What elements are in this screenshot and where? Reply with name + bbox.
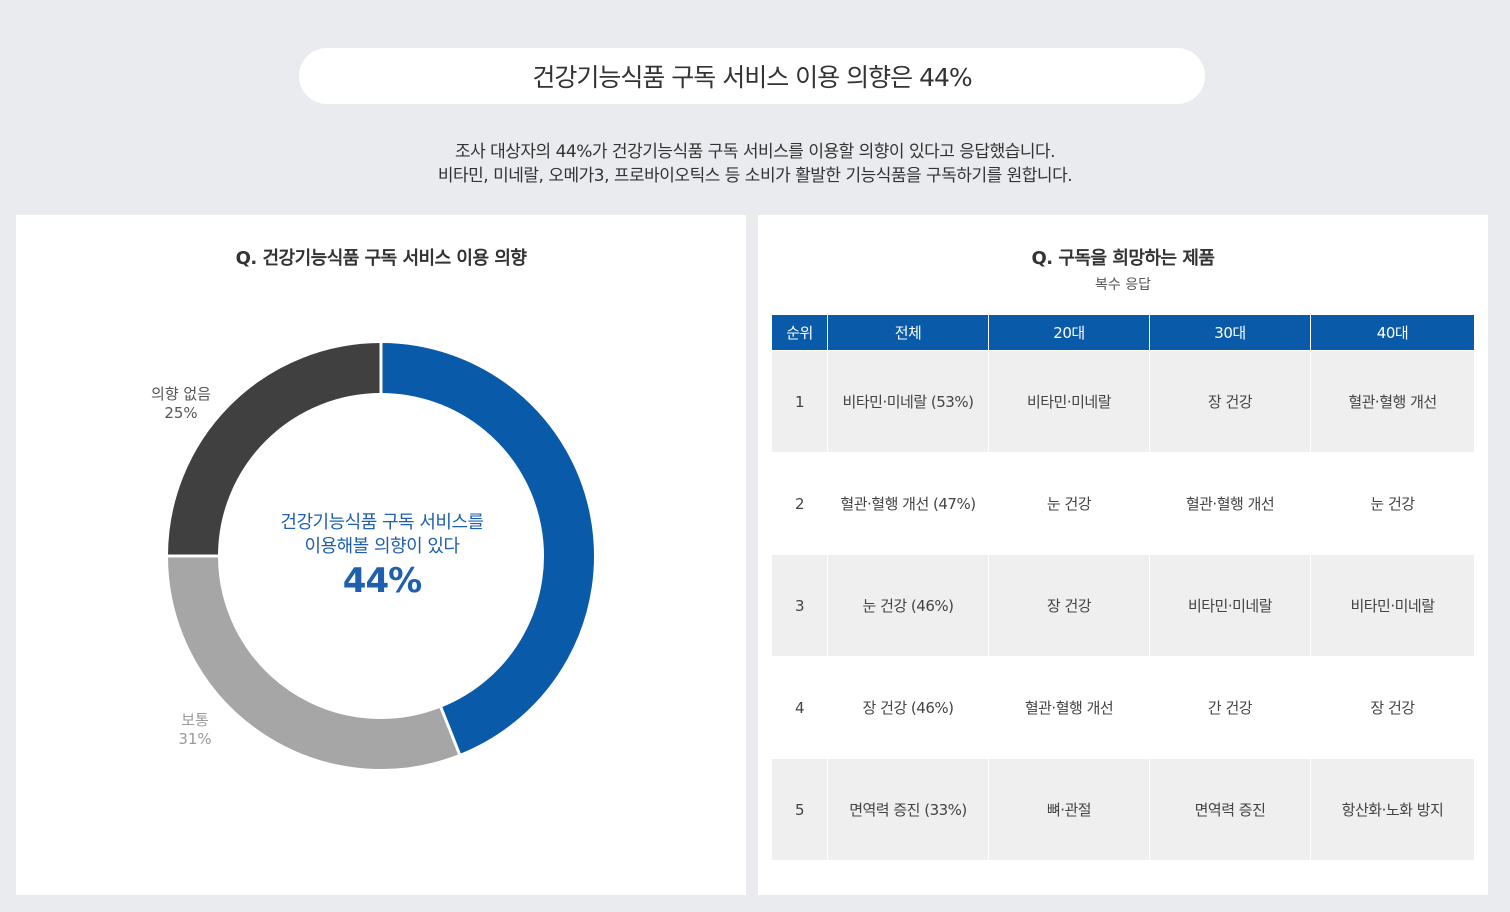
20s-cell: 비타민·미네랄 bbox=[989, 350, 1150, 452]
all-cell: 혈관·혈행 개선 (47%) bbox=[828, 452, 989, 554]
label-no-intention-value: 25% bbox=[164, 404, 198, 422]
label-normal-name: 보통 bbox=[181, 711, 209, 729]
products-table-subtitle: 복수 응답 bbox=[1095, 277, 1151, 293]
20s-cell: 혈관·혈행 개선 bbox=[989, 656, 1150, 758]
40s-cell: 장 건강 bbox=[1311, 656, 1474, 758]
page-title: 건강기능식품 구독 서비스 이용 의향은 44% bbox=[299, 48, 1205, 104]
rank-cell: 5 bbox=[772, 758, 828, 860]
table-row: 4 장 건강 (46%) 혈관·혈행 개선 간 건강 장 건강 bbox=[772, 656, 1474, 758]
rank-cell: 2 bbox=[772, 452, 828, 554]
subtitle-line-2: 비타민, 미네랄, 오메가3, 프로바이오틱스 등 소비가 활발한 기능식품을 … bbox=[437, 166, 1073, 186]
40s-cell: 항산화·노화 방지 bbox=[1311, 758, 1474, 860]
30s-cell: 장 건강 bbox=[1150, 350, 1311, 452]
page-subtitle: 조사 대상자의 44%가 건강기능식품 구독 서비스를 이용할 의향이 있다고 … bbox=[0, 140, 1510, 188]
all-cell: 비타민·미네랄 (53%) bbox=[828, 350, 989, 452]
center-line-1: 건강기능식품 구독 서비스를 bbox=[280, 512, 484, 533]
40s-cell: 혈관·혈행 개선 bbox=[1311, 350, 1474, 452]
header-20s: 20대 bbox=[989, 315, 1150, 350]
desired-products-panel: Q. 구독을 희망하는 제품 복수 응답 순위 전체 20대 30대 40대 1… bbox=[758, 215, 1488, 895]
30s-cell: 비타민·미네랄 bbox=[1150, 554, 1311, 656]
slice-normal bbox=[168, 555, 460, 769]
20s-cell: 눈 건강 bbox=[989, 452, 1150, 554]
header-rank: 순위 bbox=[772, 315, 828, 350]
header-30s: 30대 bbox=[1150, 315, 1311, 350]
20s-cell: 장 건강 bbox=[989, 554, 1150, 656]
label-no-intention: 의향 없음 25% bbox=[136, 385, 226, 423]
all-cell: 면역력 증진 (33%) bbox=[828, 758, 989, 860]
table-header-row: 순위 전체 20대 30대 40대 bbox=[772, 315, 1474, 350]
products-table-title: Q. 구독을 희망하는 제품 bbox=[1031, 248, 1215, 269]
rank-cell: 3 bbox=[772, 554, 828, 656]
30s-cell: 면역력 증진 bbox=[1150, 758, 1311, 860]
30s-cell: 혈관·혈행 개선 bbox=[1150, 452, 1311, 554]
center-value: 44% bbox=[342, 561, 422, 601]
label-no-intention-name: 의향 없음 bbox=[151, 385, 211, 403]
products-rank-table: 순위 전체 20대 30대 40대 1 비타민·미네랄 (53%) 비타민·미네… bbox=[772, 315, 1474, 860]
40s-cell: 비타민·미네랄 bbox=[1311, 554, 1474, 656]
table-row: 5 면역력 증진 (33%) 뼈·관절 면역력 증진 항산화·노화 방지 bbox=[772, 758, 1474, 860]
20s-cell: 뼈·관절 bbox=[989, 758, 1150, 860]
header-all: 전체 bbox=[828, 315, 989, 350]
30s-cell: 간 건강 bbox=[1150, 656, 1311, 758]
all-cell: 장 건강 (46%) bbox=[828, 656, 989, 758]
slice-no-intention bbox=[168, 343, 382, 557]
all-cell: 눈 건강 (46%) bbox=[828, 554, 989, 656]
intention-chart-title: Q. 건강기능식품 구독 서비스 이용 의향 bbox=[235, 248, 527, 269]
donut-chart bbox=[167, 342, 594, 769]
center-line-2: 이용해볼 의향이 있다 bbox=[304, 536, 460, 557]
label-normal-value: 31% bbox=[178, 730, 212, 748]
donut-center-label: 건강기능식품 구독 서비스를 이용해볼 의향이 있다 44% bbox=[232, 511, 532, 601]
table-row: 2 혈관·혈행 개선 (47%) 눈 건강 혈관·혈행 개선 눈 건강 bbox=[772, 452, 1474, 554]
rank-cell: 4 bbox=[772, 656, 828, 758]
table-row: 3 눈 건강 (46%) 장 건강 비타민·미네랄 비타민·미네랄 bbox=[772, 554, 1474, 656]
rank-cell: 1 bbox=[772, 350, 828, 452]
40s-cell: 눈 건강 bbox=[1311, 452, 1474, 554]
label-normal: 보통 31% bbox=[150, 711, 240, 749]
intention-panel: Q. 건강기능식품 구독 서비스 이용 의향 건강기능식품 구독 서비스를 이용… bbox=[16, 215, 746, 895]
subtitle-line-1: 조사 대상자의 44%가 건강기능식품 구독 서비스를 이용할 의향이 있다고 … bbox=[454, 142, 1056, 162]
header-40s: 40대 bbox=[1311, 315, 1474, 350]
slice-separator bbox=[439, 706, 462, 756]
table-row: 1 비타민·미네랄 (53%) 비타민·미네랄 장 건강 혈관·혈행 개선 bbox=[772, 350, 1474, 452]
slice-intend bbox=[380, 343, 594, 755]
